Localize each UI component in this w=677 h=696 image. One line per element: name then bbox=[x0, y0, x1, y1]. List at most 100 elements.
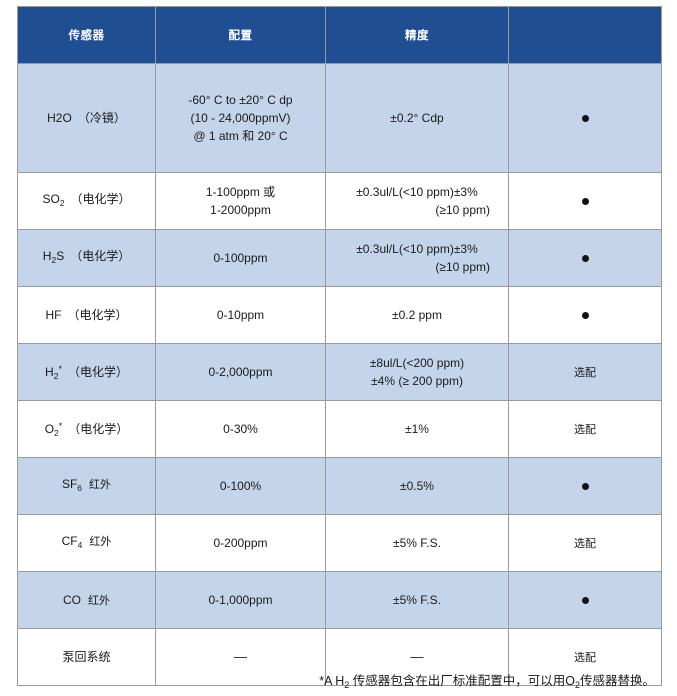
cell-accuracy: ±0.3ul/L(<10 ppm)±3% (≥10 ppm) bbox=[325, 172, 509, 230]
sensor-type-note: （电化学） bbox=[70, 192, 131, 206]
column-header-sensor: 传感器 bbox=[17, 6, 156, 64]
table-row: SO2 （电化学） 1-100ppm 或 1-2000ppm ±0.3ul/L(<10 … bbox=[17, 172, 662, 230]
configuration-value: 1-100ppm 或 1-2000ppm bbox=[156, 181, 325, 221]
config-line: 0-100% bbox=[219, 479, 262, 493]
availability-label: 选配 bbox=[574, 423, 596, 436]
sensor-subscript: 4 bbox=[77, 540, 83, 550]
cell-configuration: -60° C to ±20° C dp (10 - 24,000ppmV) @ 1 … bbox=[155, 63, 326, 173]
standard-included-dot-icon bbox=[581, 198, 589, 205]
config-line: 0-30% bbox=[223, 422, 258, 436]
sensor-subscript: 6 bbox=[77, 483, 83, 493]
availability-label: 选配 bbox=[574, 651, 596, 664]
table-header: 传感器 配置 精度 bbox=[17, 6, 662, 64]
table-row: H2* （电化学） 0-2,000ppm ±8ul/L(<200 ppm) ±4% (≥… bbox=[17, 343, 662, 401]
cell-availability bbox=[508, 172, 662, 230]
cell-sensor: SF6 红外 bbox=[17, 457, 156, 515]
cell-configuration: 0-2,000ppm bbox=[155, 343, 326, 401]
sensor-formula: H bbox=[45, 364, 54, 379]
cell-availability: 选配 bbox=[508, 400, 662, 458]
table-row: SF6 红外 0-100% ±0.5% bbox=[17, 457, 662, 515]
table-row: H2O （冷镜） -60° C to ±20° C dp (10 - 24,000pp… bbox=[17, 63, 662, 173]
column-header-availability bbox=[508, 6, 662, 64]
sensor-type-note: （电化学） bbox=[68, 421, 129, 436]
table-row: CF4 红外 0-200ppm ±5% F.S. 选配 bbox=[17, 514, 662, 572]
footnote-text: 传感器包含在出厂标准配置中，可以用O bbox=[349, 674, 575, 688]
config-line: 0-2,000ppm bbox=[208, 365, 273, 379]
sensor-footnote-marker: * bbox=[58, 363, 62, 374]
standard-included-dot-icon bbox=[581, 255, 589, 262]
cell-sensor: 泵回系统 bbox=[17, 628, 156, 686]
configuration-value: 0-2,000ppm bbox=[156, 361, 325, 383]
footnote-subscript-2: 2 bbox=[574, 680, 580, 690]
config-line: 0-200ppm bbox=[213, 536, 268, 550]
config-line: — bbox=[234, 649, 247, 664]
sensor-spec-table: 传感器 配置 精度 H2O （冷镜） -60° C to ±20° C dp (10 … bbox=[17, 6, 662, 686]
accuracy-line: ±0.3ul/L(<10 ppm)±3% bbox=[356, 242, 478, 256]
config-line: 0-100ppm bbox=[213, 251, 268, 265]
footnote-subscript-1: 2 bbox=[344, 680, 350, 690]
cell-accuracy: ±5% F.S. bbox=[325, 514, 509, 572]
sensor-formula: CO bbox=[63, 592, 81, 607]
sensor-label: CO 红外 bbox=[18, 589, 155, 612]
table-row: H2S （电化学） 0-100ppm ±0.3ul/L(<10 ppm)±3% (≥10… bbox=[17, 229, 662, 287]
cell-availability bbox=[508, 457, 662, 515]
cell-configuration: 0-100ppm bbox=[155, 229, 326, 287]
sensor-subscript: 2 bbox=[59, 198, 65, 208]
sensor-type-note: （电化学） bbox=[67, 364, 128, 379]
sensor-label: H2O （冷镜） bbox=[18, 107, 155, 129]
cell-sensor: CO 红外 bbox=[17, 571, 156, 629]
sensor-formula: H2O bbox=[47, 111, 72, 125]
cell-configuration: 0-200ppm bbox=[155, 514, 326, 572]
cell-sensor: H2O （冷镜） bbox=[17, 63, 156, 173]
accuracy-value: ±5% F.S. bbox=[326, 532, 508, 554]
accuracy-value: ±0.5% bbox=[326, 475, 508, 497]
cell-availability bbox=[508, 229, 662, 287]
accuracy-line: — bbox=[410, 649, 424, 664]
cell-sensor: HF （电化学） bbox=[17, 286, 156, 344]
availability-label: 选配 bbox=[574, 366, 596, 379]
sensor-formula: CF bbox=[61, 534, 78, 548]
accuracy-value: ±1% bbox=[326, 418, 508, 440]
cell-availability bbox=[508, 571, 662, 629]
accuracy-value: ±0.3ul/L(<10 ppm)±3% (≥10 ppm) bbox=[326, 181, 508, 221]
accuracy-line: ±8ul/L(<200 ppm) bbox=[369, 356, 465, 370]
configuration-value: 0-100% bbox=[156, 475, 325, 497]
sensor-subscript: 2 bbox=[54, 427, 59, 438]
config-line: 1-100ppm 或 bbox=[205, 185, 276, 199]
cell-availability: 选配 bbox=[508, 343, 662, 401]
table-row: HF （电化学） 0-10ppm ±0.2 ppm bbox=[17, 286, 662, 344]
cell-accuracy: ±0.2 ppm bbox=[325, 286, 509, 344]
accuracy-value: ±5% F.S. bbox=[326, 589, 508, 611]
sensor-label: SF6 红外 bbox=[18, 473, 155, 499]
cell-availability: 选配 bbox=[508, 628, 662, 686]
cell-accuracy: ±0.2° Cdp bbox=[325, 63, 509, 173]
config-line: 1-2000ppm bbox=[210, 203, 271, 217]
sensor-type-tag: 红外 bbox=[89, 479, 112, 491]
sensor-type-note: （冷镜） bbox=[77, 111, 126, 125]
cell-sensor: O2* （电化学） bbox=[17, 400, 156, 458]
table-row: CO 红外 0-1,000ppm ±5% F.S. bbox=[17, 571, 662, 629]
cell-accuracy: ±1% bbox=[325, 400, 509, 458]
configuration-value: 0-10ppm bbox=[156, 304, 325, 326]
accuracy-line: (≥10 ppm) bbox=[435, 260, 490, 274]
sensor-type-note: （电化学） bbox=[67, 308, 128, 322]
cell-availability bbox=[508, 286, 662, 344]
accuracy-line: ±4% (≥ 200 ppm) bbox=[371, 374, 463, 388]
sensor-subscript: 2 bbox=[53, 370, 59, 381]
table-body: H2O （冷镜） -60° C to ±20° C dp (10 - 24,000pp… bbox=[17, 63, 662, 686]
config-line: @ 1 atm 和 20° C bbox=[193, 129, 288, 143]
config-line: (10 - 24,000ppmV) bbox=[190, 111, 291, 125]
accuracy-line: ±1% bbox=[405, 422, 429, 436]
sensor-label: H2* （电化学） bbox=[18, 358, 155, 387]
accuracy-line: ±0.3ul/L(<10 ppm)±3% bbox=[356, 185, 478, 199]
standard-included-dot-icon bbox=[581, 312, 589, 319]
cell-configuration: 1-100ppm 或 1-2000ppm bbox=[155, 172, 326, 230]
accuracy-value: ±0.2° Cdp bbox=[326, 107, 508, 129]
standard-included-dot-icon bbox=[581, 483, 589, 490]
sensor-label: H2S （电化学） bbox=[18, 245, 155, 271]
accuracy-value: ±0.2 ppm bbox=[326, 304, 508, 326]
accuracy-line: ±5% F.S. bbox=[393, 593, 441, 607]
config-line: 0-1,000ppm bbox=[208, 593, 273, 607]
cell-configuration: 0-30% bbox=[155, 400, 326, 458]
configuration-value: 0-200ppm bbox=[156, 532, 325, 554]
